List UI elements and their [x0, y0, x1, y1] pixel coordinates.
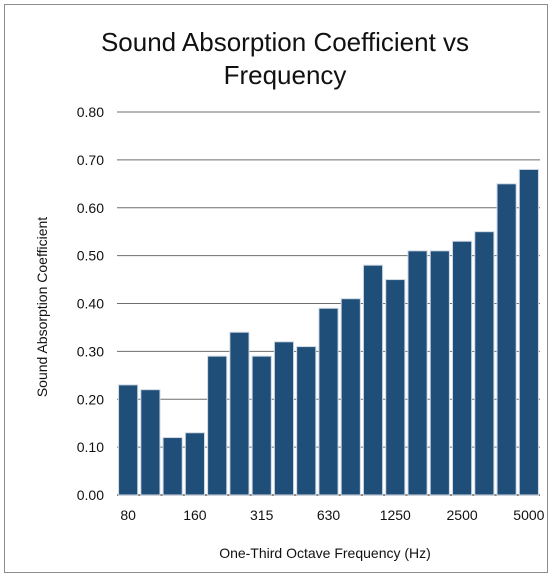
chart-title-line-2: Frequency: [224, 60, 347, 90]
bar-80: [118, 384, 139, 496]
x-tick-label: 630: [317, 507, 341, 523]
x-tick-label: 80: [120, 507, 136, 523]
x-axis-label: One-Third Octave Frequency (Hz): [219, 545, 431, 561]
bar-1600: [407, 250, 428, 496]
chart-title: Sound Absorption Coefficient vs Frequenc…: [101, 27, 469, 90]
y-tick-label: 0.50: [77, 248, 104, 264]
x-tick-labels: 80 160 315 630 1250 2500 5000: [120, 507, 544, 523]
y-tick-label: 0.60: [77, 200, 104, 216]
bar-2500: [452, 240, 473, 496]
bar-800: [340, 298, 361, 496]
bar-500: [296, 346, 317, 496]
y-tick-label: 0.80: [77, 104, 104, 120]
bar-5000: [518, 168, 539, 496]
bar-125: [162, 437, 183, 496]
y-tick-labels: 0.00 0.10 0.20 0.30 0.40 0.50 0.60 0.70 0.80: [77, 104, 104, 503]
bar-chart: Sound Absorption Coefficient vs Frequenc…: [34, 27, 545, 561]
y-tick-label: 0.40: [77, 296, 104, 312]
bar-4000: [496, 183, 517, 496]
x-tick-label: 5000: [513, 507, 544, 523]
x-tick-label: 315: [250, 507, 274, 523]
bar-3150: [474, 231, 495, 496]
bar-315: [251, 355, 272, 496]
bar-2000: [429, 250, 450, 496]
bar-250: [229, 331, 250, 496]
bars: [118, 168, 539, 496]
y-tick-label: 0.10: [77, 439, 104, 455]
bar-1250: [385, 279, 406, 496]
y-tick-label: 0.30: [77, 343, 104, 359]
y-tick-label: 0.00: [77, 487, 104, 503]
x-tick-label: 2500: [447, 507, 478, 523]
x-tick-label: 1250: [380, 507, 411, 523]
y-axis-label: Sound Absorption Coefficient: [34, 217, 50, 397]
bar-160: [184, 432, 206, 496]
x-tick-label: 160: [183, 507, 207, 523]
chart-title-line-1: Sound Absorption Coefficient vs: [101, 27, 469, 57]
bar-400: [273, 341, 295, 496]
bar-100: [140, 389, 161, 496]
bar-630: [318, 307, 339, 496]
y-tick-label: 0.20: [77, 391, 104, 407]
chart-frame: Sound Absorption Coefficient vs Frequenc…: [4, 4, 548, 573]
bar-1000: [362, 264, 384, 496]
y-tick-label: 0.70: [77, 152, 104, 168]
bar-200: [207, 355, 228, 496]
